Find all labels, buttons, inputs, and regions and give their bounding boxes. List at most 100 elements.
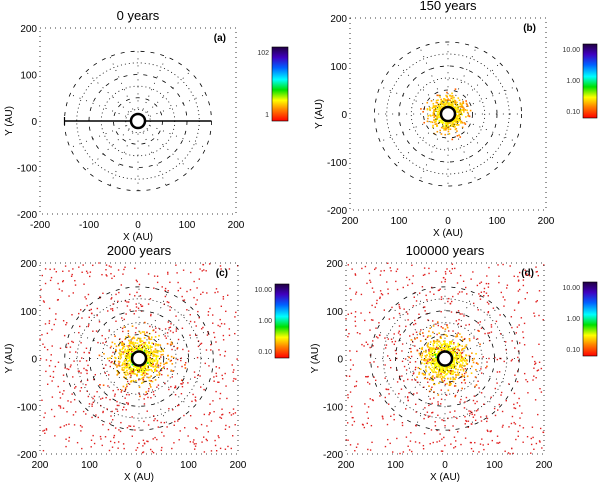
data-point	[454, 126, 456, 128]
data-point	[461, 360, 463, 362]
data-point	[67, 400, 69, 402]
data-point	[460, 112, 462, 114]
data-point	[98, 262, 100, 264]
data-point	[103, 352, 105, 355]
data-point	[432, 112, 435, 115]
data-point	[432, 124, 434, 127]
data-point	[121, 389, 123, 392]
data-point	[120, 356, 123, 359]
data-point	[117, 371, 120, 374]
data-point	[221, 414, 223, 416]
data-point	[160, 356, 162, 358]
data-point	[205, 270, 207, 272]
data-point	[457, 354, 460, 357]
data-point	[125, 393, 128, 396]
data-point	[536, 369, 539, 372]
data-point	[428, 350, 430, 352]
data-point	[447, 124, 449, 127]
data-point	[139, 348, 141, 351]
data-point	[193, 443, 196, 445]
data-point	[111, 341, 114, 344]
data-point	[144, 370, 146, 372]
data-point	[177, 289, 179, 292]
data-point	[389, 267, 392, 269]
data-point	[181, 383, 183, 385]
data-point	[125, 376, 127, 379]
data-point	[394, 349, 397, 352]
data-point	[129, 372, 131, 375]
data-point	[137, 348, 139, 351]
data-point	[128, 357, 131, 359]
data-point	[127, 360, 129, 363]
data-point	[453, 107, 455, 109]
data-point	[116, 369, 118, 372]
data-point	[198, 317, 200, 319]
data-point	[134, 429, 136, 431]
data-point	[155, 357, 158, 360]
data-point	[70, 401, 72, 403]
data-point	[483, 295, 485, 297]
data-point	[420, 362, 423, 364]
data-point	[471, 359, 474, 361]
data-point	[154, 331, 157, 333]
data-point	[461, 364, 464, 367]
x-tick-label: 100	[486, 460, 503, 471]
data-point	[493, 407, 496, 410]
data-point	[150, 360, 152, 362]
data-point	[92, 401, 94, 404]
grid-ring	[410, 77, 486, 151]
data-point	[102, 384, 105, 387]
data-point	[509, 265, 511, 267]
data-point	[522, 284, 525, 287]
data-point	[451, 97, 454, 99]
data-point	[106, 275, 108, 277]
data-point	[518, 288, 521, 291]
data-point	[109, 440, 112, 443]
data-point	[513, 403, 515, 406]
data-point	[448, 101, 450, 104]
data-point	[389, 359, 392, 362]
data-point	[138, 283, 141, 286]
data-point	[442, 349, 444, 352]
y-tick-label: 0	[31, 355, 37, 366]
data-point	[512, 452, 514, 455]
data-point	[428, 330, 430, 333]
data-point	[154, 418, 156, 420]
data-point	[537, 274, 539, 277]
data-point	[62, 270, 64, 273]
data-point	[162, 350, 165, 353]
data-point	[431, 379, 433, 381]
data-point	[72, 341, 74, 344]
data-point	[435, 99, 438, 102]
data-point	[432, 441, 434, 444]
data-point	[167, 271, 169, 274]
data-point	[115, 348, 117, 351]
data-point	[434, 353, 436, 356]
data-point	[120, 284, 123, 286]
data-point	[457, 373, 460, 375]
data-point	[445, 101, 448, 104]
data-point	[489, 430, 491, 433]
data-point	[121, 340, 123, 343]
data-point	[369, 449, 372, 451]
data-point	[485, 282, 488, 285]
data-point	[122, 330, 124, 333]
data-point	[59, 397, 62, 399]
data-point	[222, 298, 225, 300]
data-point	[371, 399, 374, 401]
grid-spoke	[449, 119, 477, 181]
data-point	[538, 440, 541, 442]
data-point	[62, 320, 65, 322]
data-point	[454, 118, 457, 121]
data-point	[483, 291, 485, 293]
data-point	[426, 101, 429, 104]
data-point	[453, 362, 456, 364]
chart-title: 150 years	[419, 0, 477, 13]
data-point	[48, 365, 51, 367]
data-point	[422, 448, 425, 450]
data-point	[121, 367, 124, 369]
data-point	[429, 335, 432, 337]
data-point	[95, 414, 97, 416]
data-point	[445, 368, 447, 370]
data-point	[387, 292, 389, 295]
